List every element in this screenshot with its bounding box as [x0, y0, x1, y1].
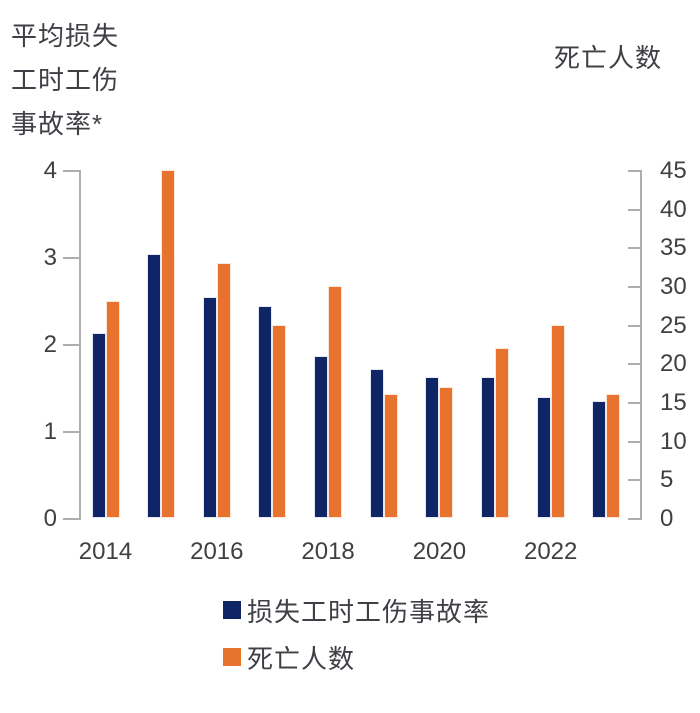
x-axis-label-2020: 2020	[412, 538, 467, 565]
left-axis-tick	[63, 518, 79, 520]
bar-deaths-2016	[216, 262, 231, 518]
legend-item-rate: 损失工时工伤事故率	[223, 595, 490, 627]
right-axis-tick-label: 10	[660, 427, 687, 455]
bar-deaths-2019	[383, 394, 398, 518]
legend-item-deaths: 死亡人数	[223, 642, 490, 674]
right-axis-tick	[628, 324, 642, 327]
bar-deaths-2020	[439, 386, 454, 518]
bar-rate-2017	[258, 305, 273, 518]
bar-deaths-2021	[495, 347, 510, 518]
right-axis-tick-label: 30	[660, 273, 687, 300]
bar-rate-2022	[536, 397, 551, 518]
right-axis-tick-label: 5	[660, 466, 674, 494]
x-axis-label-2016: 2016	[190, 538, 244, 565]
x-axis-label-2014: 2014	[78, 538, 133, 565]
bar-deaths-2015	[161, 170, 176, 518]
right-axis-tick-label: 40	[660, 195, 687, 223]
bar-rate-2014	[91, 332, 106, 518]
left-axis-title-line-1: 平均损失	[11, 21, 120, 51]
right-axis-tick	[628, 402, 642, 404]
bar-deaths-2022	[550, 324, 565, 518]
bar-rate-2020	[425, 377, 440, 518]
left-axis-title-line-2: 工时工伤	[11, 65, 120, 95]
bar-rate-2021	[481, 377, 496, 518]
right-axis-tick	[628, 286, 642, 288]
right-axis-tick	[628, 208, 642, 211]
rate-legend-label: 损失工时工伤事故率	[247, 596, 491, 627]
bar-deaths-2014	[105, 301, 120, 518]
right-axis-tick-label: 25	[660, 311, 687, 339]
bar-rate-2023	[592, 400, 607, 518]
right-axis-tick-label: 35	[660, 234, 687, 262]
legend: 损失工时工伤事故率 死亡人数	[223, 595, 490, 689]
bar-rate-2019	[369, 369, 384, 518]
left-axis-line	[79, 170, 81, 520]
right-axis-tick	[628, 170, 642, 172]
bar-rate-2015	[147, 254, 162, 518]
bar-deaths-2023	[606, 394, 621, 518]
bar-deaths-2017	[272, 324, 287, 518]
bar-rate-2016	[202, 297, 217, 518]
x-axis-label-2022: 2022	[523, 538, 578, 565]
left-axis-tick-label: 1	[43, 418, 57, 445]
left-axis-tick	[63, 170, 79, 172]
right-axis-tick-label: 45	[660, 157, 687, 184]
right-axis-tick-label: 15	[660, 389, 687, 416]
right-axis-tick-label: 20	[660, 350, 687, 378]
deaths-legend-label: 死亡人数	[247, 643, 356, 674]
left-axis-tick	[63, 344, 79, 346]
left-axis-tick-label: 2	[43, 331, 57, 358]
left-axis-tick-label: 4	[43, 157, 57, 184]
deaths-legend-swatch-icon	[223, 648, 241, 666]
right-axis-title: 死亡人数	[554, 43, 663, 73]
right-axis-tick	[628, 479, 642, 482]
right-axis-tick	[628, 518, 642, 520]
left-axis-tick	[63, 257, 79, 259]
x-axis-label-2018: 2018	[301, 538, 355, 565]
left-axis-tick-label: 3	[43, 244, 57, 271]
right-axis-tick	[628, 247, 642, 250]
right-axis-tick-label: 0	[660, 505, 674, 532]
left-axis-tick	[63, 431, 79, 433]
left-axis-title: 平均损失 工时工伤 事故率*	[11, 14, 119, 146]
right-axis-tick	[628, 363, 642, 366]
left-axis-title-line-3: 事故率*	[11, 109, 104, 139]
bar-deaths-2018	[328, 286, 343, 518]
right-axis-line	[640, 170, 642, 520]
right-axis-tick	[628, 440, 642, 443]
bar-rate-2018	[314, 356, 329, 518]
left-axis-tick-label: 0	[43, 505, 57, 532]
rate-legend-swatch-icon	[223, 601, 241, 619]
